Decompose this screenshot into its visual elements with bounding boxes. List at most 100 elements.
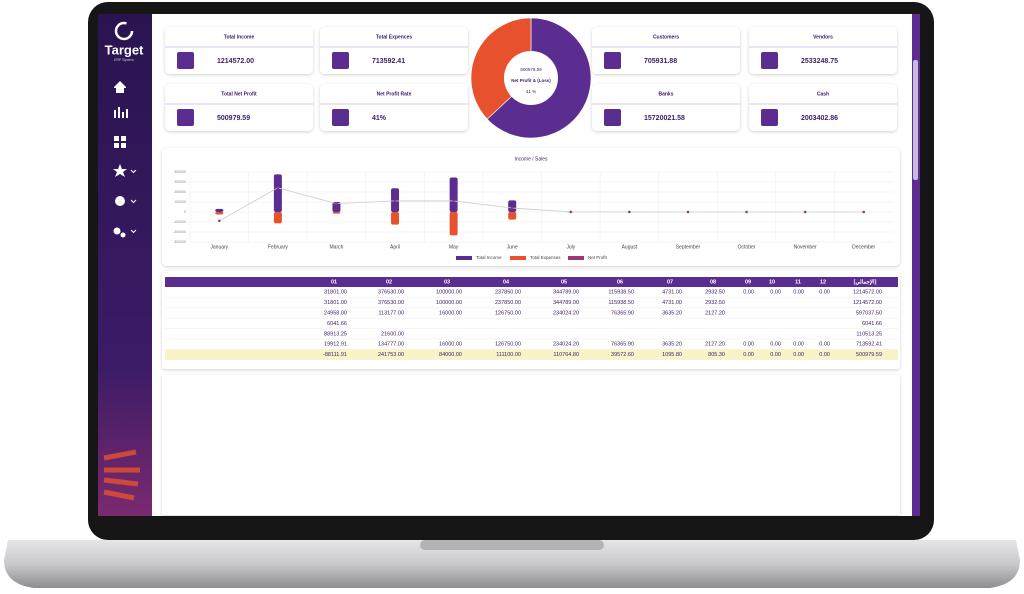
x-tick-label: June (507, 244, 518, 250)
sidebar-icons (113, 81, 128, 238)
table-cell: 113177.00 (378, 310, 404, 316)
table-cell: 597037.50 (856, 310, 882, 316)
table-cell: 100000.00 (436, 300, 462, 306)
y-tick-label: -200000 (173, 230, 186, 234)
table-cell: 126750.00 (495, 310, 521, 316)
line-point (745, 210, 748, 214)
bar (449, 177, 458, 212)
card-title: Total Income (224, 34, 255, 40)
table-cell: 241753.00 (378, 352, 404, 358)
table-cell: 237850.00 (495, 300, 521, 306)
stat-card (165, 27, 313, 74)
x-tick-label: May (449, 244, 459, 250)
card-icon (761, 52, 778, 69)
favorites-icon[interactable] (113, 164, 127, 177)
card-title: Vendors (813, 34, 833, 40)
chevron[interactable] (130, 169, 137, 174)
table-cell: 16000.00 (439, 310, 462, 316)
table-cell: 16000.00 (439, 342, 462, 348)
table-cell: 115938.50 (608, 290, 634, 296)
stat-card (320, 27, 468, 74)
x-tick-label: January (210, 244, 228, 250)
card-title: Cash (817, 91, 829, 97)
bar (508, 212, 517, 220)
home-icon[interactable] (114, 81, 126, 93)
line-point (510, 206, 514, 210)
table-cell: 0.00 (743, 290, 754, 296)
bar (449, 212, 458, 236)
table-cell: 126750.00 (495, 342, 521, 348)
line-point (335, 202, 338, 205)
table-cell: 1214572.00 (853, 290, 882, 296)
table-cell: 2932.50 (705, 300, 725, 306)
table-header-cell: 02 (386, 279, 392, 285)
table-cell: 0.00 (770, 352, 781, 358)
deco-stripe (103, 477, 139, 487)
legend-label: Net Profit (588, 255, 608, 260)
x-tick-label: August (622, 244, 638, 250)
dashboard-icon[interactable] (114, 136, 126, 148)
x-tick-label: September (676, 244, 701, 250)
table-cell: 6041.66 (327, 321, 347, 327)
chevron[interactable] (130, 199, 137, 204)
card-icon (604, 52, 621, 69)
y-tick-label: -100000 (173, 220, 186, 224)
table-cell: 19912.91 (324, 342, 347, 348)
card-value: 500979.59 (217, 115, 250, 122)
deco-stripe (103, 449, 137, 461)
line-point (686, 210, 690, 214)
donut-center-rate: 41 % (526, 89, 536, 94)
table-cell: 6041.66 (862, 321, 882, 327)
table-cell: 0.00 (770, 290, 781, 296)
table-header-cell: 11 (795, 279, 801, 285)
x-tick-label: April (390, 244, 400, 250)
table-header-cell: 10 (769, 279, 775, 285)
logo-text: Target (105, 42, 144, 57)
tools-icon-small[interactable] (120, 232, 126, 238)
table-cell: 39572.60 (611, 352, 634, 358)
card-value: 2533248.75 (801, 58, 838, 65)
x-tick-label: March (330, 244, 344, 250)
table-cell: 0.00 (770, 342, 781, 348)
table-cell: 500979.59 (856, 352, 882, 358)
sidebar-chevrons (130, 169, 137, 234)
scrollbar-thumb[interactable] (913, 60, 918, 180)
donut-center-label: Net Profit & (Loss) (511, 78, 551, 83)
y-tick-label: 100000 (174, 200, 186, 204)
stat-card (749, 84, 897, 131)
table-panel (162, 271, 900, 369)
line-point (803, 210, 807, 214)
card-value: 2003402.86 (801, 115, 838, 122)
stat-card (320, 84, 468, 131)
x-tick-label: July (566, 244, 575, 250)
table-header-cell: 12 (820, 279, 826, 285)
table-cell: 84000.00 (439, 352, 462, 358)
settings-icon[interactable] (115, 196, 125, 206)
card-value: 705931.88 (644, 58, 677, 65)
tools-icon[interactable] (113, 227, 121, 235)
table-header-cell: [الإجمالي] (854, 278, 877, 285)
legend-swatch (456, 256, 472, 260)
bar (332, 212, 341, 214)
reports-icon[interactable] (114, 107, 128, 118)
card-title: Net Profit Rate (377, 91, 412, 97)
y-tick-label: 400000 (174, 170, 186, 174)
legend-swatch (510, 256, 526, 260)
stat-card (165, 84, 313, 131)
table-header-cell: 09 (745, 279, 751, 285)
card-value: 41% (372, 115, 387, 122)
table-cell: 344789.00 (553, 300, 579, 306)
table-cell: 376530.00 (378, 300, 404, 306)
table-header-cell: 07 (667, 279, 673, 285)
table-cell: 0.00 (793, 290, 804, 296)
card-icon (604, 109, 621, 126)
chevron[interactable] (130, 229, 137, 234)
table-cell: 0.00 (743, 342, 754, 348)
y-tick-label: -300000 (173, 240, 186, 244)
table-cell: 234024.20 (553, 310, 579, 316)
donut-center-value: 500979.59 (520, 67, 542, 72)
empty-panel (162, 375, 900, 515)
table-cell: 376530.00 (378, 290, 404, 296)
card-value: 713592.41 (372, 58, 405, 65)
